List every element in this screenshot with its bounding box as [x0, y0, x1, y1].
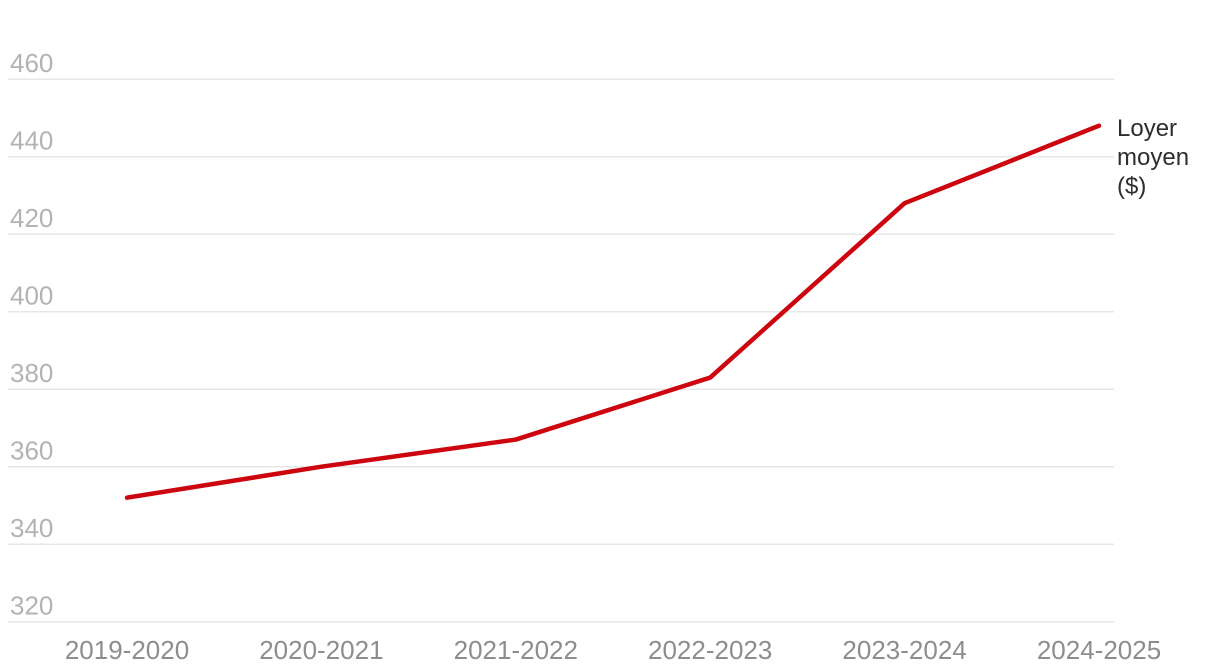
series-line — [124, 123, 1102, 500]
y-axis-tick-label: 360 — [10, 436, 53, 466]
x-axis-tick-labels: 2019-2020 2020-2021 2021-2022 2022-2023 2023… — [65, 635, 1161, 665]
x-axis-tick-label: 2022-2023 — [648, 635, 772, 665]
y-axis-tick-label: 320 — [10, 591, 53, 621]
x-axis-tick-label: 2021-2022 — [454, 635, 578, 665]
y-axis-tick-label: 340 — [10, 513, 53, 543]
x-axis-tick-label: 2020-2021 — [259, 635, 383, 665]
y-axis-tick-label: 380 — [10, 358, 53, 388]
series-end-label: Loyer moyen ($) — [1117, 115, 1190, 200]
y-axis-tick-label: 460 — [10, 48, 53, 78]
y-axis-tick-label: 440 — [10, 126, 53, 156]
series-group — [124, 123, 1102, 500]
y-axis-tick-label: 400 — [10, 281, 53, 311]
gridlines-group — [8, 78, 1114, 623]
y-axis-tick-labels: 460 440 420 400 380 360 340 320 — [10, 48, 53, 621]
y-axis-tick-label: 420 — [10, 203, 53, 233]
x-axis-tick-label: 2023-2024 — [842, 635, 966, 665]
x-axis-tick-label: 2024-2025 — [1037, 635, 1161, 665]
x-axis-tick-label: 2019-2020 — [65, 635, 189, 665]
